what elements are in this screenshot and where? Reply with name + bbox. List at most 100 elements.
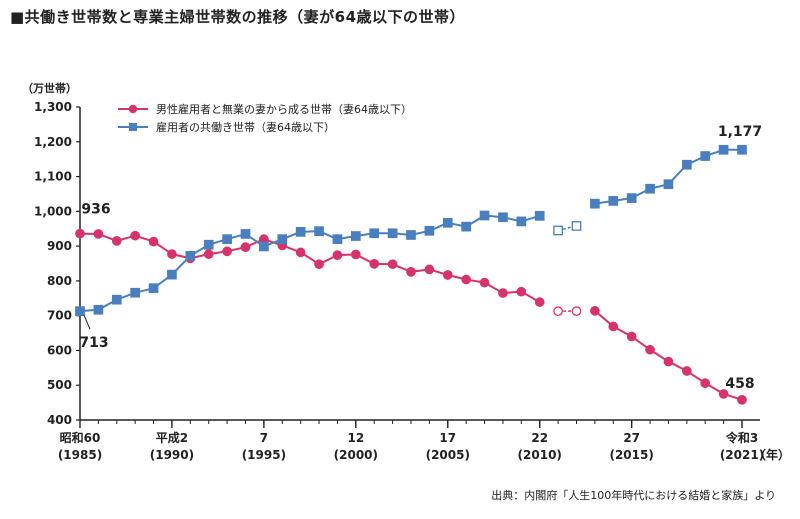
data-point: [240, 229, 251, 239]
annotations: 936 713 1,177 458: [79, 124, 762, 392]
data-point: [332, 234, 343, 245]
y-tick-label: 800: [47, 274, 72, 288]
x-tick-label: 令和3: [725, 430, 758, 445]
y-tick-label: 1,000: [34, 204, 72, 218]
series-1: [75, 144, 747, 316]
series-layer: [75, 144, 747, 405]
data-point: [406, 266, 416, 277]
x-tick-label: 昭和60: [60, 430, 101, 445]
legend-marker: [128, 104, 138, 114]
data-point: [295, 247, 306, 258]
data-point: [626, 331, 637, 342]
data-point: [718, 144, 729, 155]
data-label: 1,177: [718, 124, 762, 140]
data-point: [387, 228, 398, 239]
x-tick-year-label: (1990): [150, 448, 194, 462]
data-point: [240, 242, 251, 253]
y-tick-label: 700: [47, 309, 72, 323]
x-tick-year-label: (1985): [58, 448, 102, 462]
data-point: [75, 228, 85, 239]
data-point: [681, 366, 692, 376]
data-point: [130, 287, 141, 298]
data-point: [700, 151, 711, 161]
data-point: [314, 226, 324, 237]
x-tick-year-label: (1995): [242, 448, 286, 462]
data-point: [222, 246, 232, 257]
data-point: [203, 239, 214, 250]
data-point: [130, 230, 141, 241]
data-point: [369, 258, 380, 269]
data-point: [406, 230, 416, 240]
x-tick-label: 17: [439, 431, 456, 445]
data-point: [203, 249, 214, 259]
y-tick-label: 900: [47, 239, 72, 253]
data-point: [222, 234, 232, 245]
data-point: [93, 229, 104, 239]
data-point: [737, 144, 747, 155]
data-point: [167, 249, 177, 259]
data-point: [608, 321, 619, 332]
x-tick-label: 27: [623, 431, 640, 445]
legend-label: 男性雇用者と無業の妻から成る世帯（妻64歳以下）: [156, 102, 412, 116]
data-point: [645, 183, 655, 194]
data-point: [350, 249, 361, 260]
x-tick-label: 平成2: [156, 430, 188, 445]
data-point: [442, 270, 453, 280]
data-point: [369, 228, 380, 239]
data-point: [350, 231, 361, 241]
x-tick-label: 12: [347, 431, 364, 445]
data-point: [645, 344, 655, 355]
chart-title: ■共働き世帯数と専業主婦世帯数の推移（妻が64歳以下の世帯）: [10, 8, 466, 26]
x-tick-label: 22: [531, 431, 548, 445]
y-tick-label: 1,200: [34, 135, 72, 149]
y-tick-label: 400: [47, 413, 72, 427]
data-label: 936: [81, 202, 110, 218]
axes: 1,300 1,200 1,100 1,000 900 800 700 600 500 400 （万…: [22, 81, 790, 462]
x-axis-unit: （年）: [754, 447, 790, 462]
data-point: [148, 236, 159, 247]
data-point: [295, 227, 306, 237]
data-point: [590, 305, 600, 316]
data-point: [387, 259, 398, 270]
series-0: [75, 228, 747, 405]
legend-label: 雇用者の共働き世帯（妻64歳以下）: [156, 120, 335, 134]
data-point: [424, 225, 435, 236]
data-point: [571, 306, 582, 316]
data-point: [498, 212, 508, 223]
data-point: [516, 286, 527, 297]
data-point: [479, 210, 490, 221]
data-point: [534, 297, 545, 307]
data-point: [111, 294, 122, 305]
data-point: [461, 221, 472, 232]
data-point: [681, 159, 692, 170]
data-point: [277, 234, 288, 245]
data-point: [185, 250, 196, 261]
data-point: [608, 196, 619, 206]
x-tick-year-label: (2021): [720, 448, 764, 462]
data-point: [111, 236, 122, 246]
legend: 男性雇用者と無業の妻から成る世帯（妻64歳以下） 雇用者の共働き世帯（妻64歳以下…: [118, 102, 412, 134]
data-point: [461, 274, 472, 285]
data-point: [75, 306, 85, 316]
data-point: [442, 217, 453, 228]
data-point: [498, 288, 508, 298]
data-point: [332, 250, 343, 261]
data-point: [663, 356, 674, 367]
x-tick-year-label: (2005): [426, 448, 470, 462]
data-label: 458: [725, 376, 754, 392]
x-tick-year-label: (2010): [518, 448, 562, 462]
data-point: [700, 378, 711, 388]
data-point: [737, 394, 747, 405]
y-tick-label: 600: [47, 343, 72, 357]
data-point: [148, 283, 159, 294]
data-point: [718, 389, 729, 399]
data-point: [167, 269, 177, 280]
x-tick-label: 7: [260, 431, 268, 445]
data-point: [93, 304, 104, 315]
data-label: 713: [79, 335, 108, 351]
data-point: [259, 241, 269, 252]
source-note: 出典：内閣府「人生100年時代における結婚と家族」より: [491, 489, 776, 502]
data-point: [534, 211, 545, 221]
data-point: [663, 179, 674, 190]
